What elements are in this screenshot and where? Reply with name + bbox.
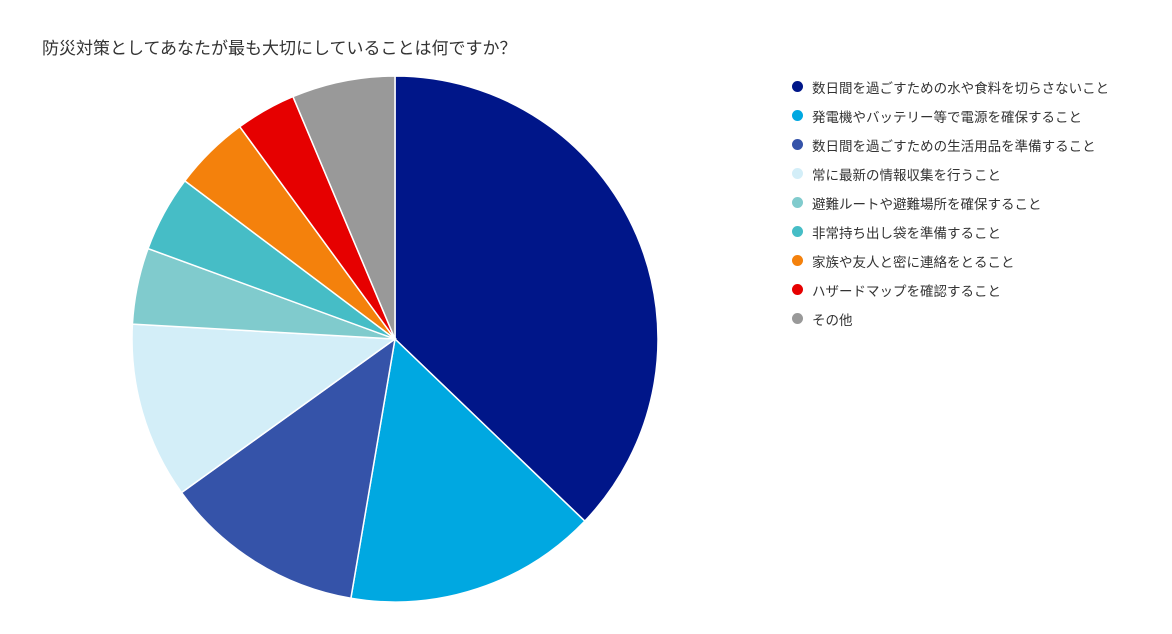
legend-swatch — [792, 226, 803, 237]
legend-swatch — [792, 139, 803, 150]
legend-label: 非常持ち出し袋を準備すること — [812, 222, 1001, 242]
legend-item-2: 発電機やバッテリー等で電源を確保すること — [792, 101, 1162, 130]
legend-swatch — [792, 168, 803, 179]
legend-swatch — [792, 197, 803, 208]
legend-item-4: 常に最新の情報収集を行うこと — [792, 159, 1162, 188]
legend-swatch — [792, 81, 803, 92]
legend-swatch — [792, 313, 803, 324]
legend-item-9: その他 — [792, 304, 1162, 333]
legend-label: 常に最新の情報収集を行うこと — [812, 164, 1001, 184]
legend-swatch — [792, 110, 803, 121]
legend-item-6: 非常持ち出し袋を準備すること — [792, 217, 1162, 246]
legend-item-3: 数日間を過ごすための生活用品を準備すること — [792, 130, 1162, 159]
legend-item-1: 数日間を過ごすための水や食料を切らさないこと — [792, 72, 1162, 101]
legend-label: ハザードマップを確認すること — [812, 280, 1001, 300]
legend-item-5: 避難ルートや避難場所を確保すること — [792, 188, 1162, 217]
legend-item-8: ハザードマップを確認すること — [792, 275, 1162, 304]
legend-label: 発電機やバッテリー等で電源を確保すること — [812, 106, 1082, 126]
legend-swatch — [792, 284, 803, 295]
legend-label: 数日間を過ごすための生活用品を準備すること — [812, 135, 1096, 155]
legend-label: 数日間を過ごすための水や食料を切らさないこと — [812, 77, 1109, 97]
legend-label: 家族や友人と密に連絡をとること — [812, 251, 1015, 271]
legend-item-7: 家族や友人と密に連絡をとること — [792, 246, 1162, 275]
chart-legend: 数日間を過ごすための水や食料を切らさないこと 発電機やバッテリー等で電源を確保する… — [792, 72, 1162, 333]
legend-label: 避難ルートや避難場所を確保すること — [812, 193, 1042, 213]
legend-swatch — [792, 255, 803, 266]
legend-label: その他 — [812, 309, 853, 329]
